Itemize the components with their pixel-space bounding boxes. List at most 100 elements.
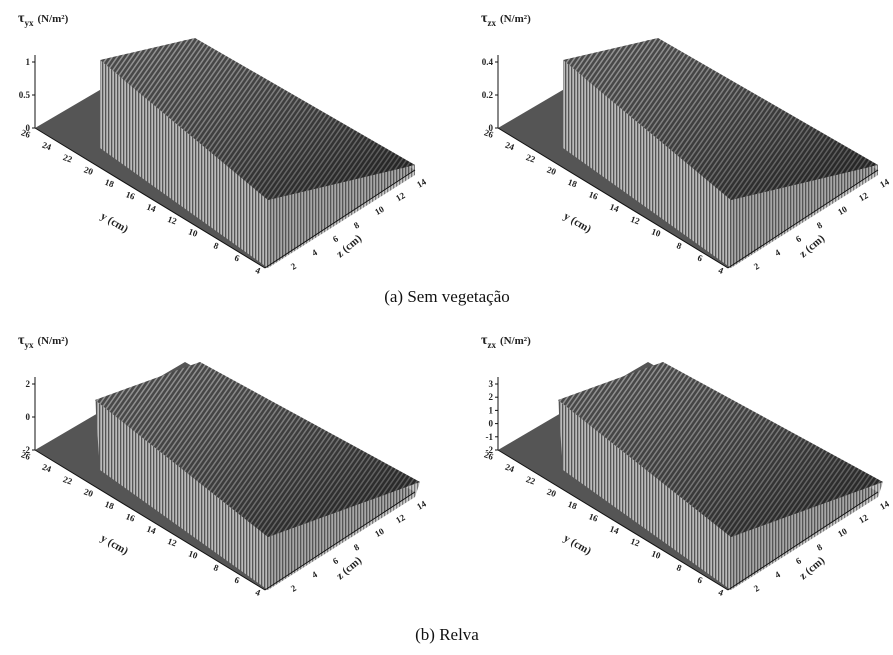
y-axis bbox=[497, 127, 729, 269]
y-tick-label: 4 bbox=[254, 265, 262, 276]
y-tick-label: 6 bbox=[696, 253, 704, 264]
z-tick-label: 2 bbox=[26, 379, 31, 389]
z-tick-label: 10 bbox=[373, 204, 386, 217]
z-tick-label: 12 bbox=[857, 190, 870, 203]
z-tick-label: 0 bbox=[489, 419, 494, 429]
y-tick-label: 4 bbox=[254, 587, 262, 598]
y-tick-label: 8 bbox=[212, 562, 220, 573]
z-tick-label: 14 bbox=[878, 498, 891, 511]
z-tick-label: 2 bbox=[752, 261, 761, 272]
z-tick-label: 0.5 bbox=[19, 90, 31, 100]
z-tick-label: 6 bbox=[331, 555, 340, 566]
z-tick-label: 8 bbox=[352, 220, 361, 231]
z-tick-label: 4 bbox=[310, 569, 319, 580]
y-tick-label: 12 bbox=[629, 536, 641, 549]
y-axis-label: y (cm) bbox=[562, 210, 594, 235]
y-tick-label: 22 bbox=[62, 474, 74, 487]
y-tick-label: 16 bbox=[124, 189, 136, 202]
y-tick-label: 20 bbox=[546, 164, 558, 177]
y-tick-label: 26 bbox=[20, 449, 32, 462]
y-tick-label: 12 bbox=[166, 214, 178, 227]
y-axis-label: y (cm) bbox=[99, 532, 131, 557]
z-tick-label: 0.4 bbox=[482, 57, 494, 67]
z-axis bbox=[727, 491, 879, 591]
z-axis-label: z (cm) bbox=[797, 554, 827, 582]
y-tick-label: 8 bbox=[212, 240, 220, 251]
z-tick-label: 12 bbox=[857, 512, 870, 525]
z-tick-label: 8 bbox=[815, 220, 824, 231]
y-tick-label: 14 bbox=[608, 524, 620, 537]
y-tick-label: 18 bbox=[103, 177, 115, 190]
z-tick-label: 14 bbox=[415, 176, 428, 189]
side-face bbox=[558, 400, 731, 590]
top-shading bbox=[95, 362, 420, 537]
y-tick-label: 6 bbox=[233, 575, 241, 586]
y-tick-label: 14 bbox=[608, 202, 620, 215]
y-axis bbox=[497, 449, 729, 591]
z-tick-label: 2 bbox=[289, 261, 298, 272]
y-tick-label: 24 bbox=[504, 462, 516, 475]
z-tick-label: 10 bbox=[836, 204, 849, 217]
axis-title: τyx (N/m²) bbox=[18, 11, 69, 28]
symbol: τ bbox=[481, 333, 488, 348]
z-tick-label: 6 bbox=[331, 233, 340, 244]
z-tick-label: 0.2 bbox=[482, 90, 494, 100]
side-face bbox=[95, 400, 268, 590]
y-tick-label: 4 bbox=[717, 265, 725, 276]
z-tick-label: 10 bbox=[836, 526, 849, 539]
unit: (N/m²) bbox=[500, 13, 531, 25]
z-axis-label: z (cm) bbox=[797, 232, 827, 260]
z-axis bbox=[727, 169, 879, 269]
unit: (N/m²) bbox=[500, 335, 531, 347]
y-tick-label: 16 bbox=[124, 511, 136, 524]
y-tick-label: 22 bbox=[525, 474, 537, 487]
y-tick-label: 26 bbox=[483, 127, 495, 140]
z-tick-label: 8 bbox=[352, 542, 361, 553]
z-tick-label: 12 bbox=[394, 512, 407, 525]
y-tick-label: 16 bbox=[587, 511, 599, 524]
top-shading bbox=[558, 362, 883, 537]
side-face bbox=[563, 60, 731, 268]
z-tick-label: 14 bbox=[415, 498, 428, 511]
y-tick-label: 24 bbox=[504, 140, 516, 153]
y-tick-label: 20 bbox=[83, 486, 95, 499]
y-tick-label: 10 bbox=[650, 548, 662, 561]
y-tick-label: 8 bbox=[675, 240, 683, 251]
y-tick-label: 24 bbox=[41, 462, 53, 475]
z-tick-label: -1 bbox=[486, 432, 494, 442]
z-tick-label: 2 bbox=[289, 583, 298, 594]
symbol: τ bbox=[18, 333, 25, 348]
z-axis bbox=[264, 169, 416, 269]
z-tick-label: 8 bbox=[815, 542, 824, 553]
z-tick-label: 0 bbox=[26, 123, 31, 133]
y-tick-label: 14 bbox=[145, 524, 157, 537]
z-tick-label: 14 bbox=[878, 176, 891, 189]
y-tick-label: 18 bbox=[566, 177, 578, 190]
symbol: τ bbox=[18, 11, 25, 26]
y-tick-label: 16 bbox=[587, 189, 599, 202]
caption: (a) Sem vegetação bbox=[384, 287, 510, 306]
y-tick-label: 20 bbox=[546, 486, 558, 499]
z-tick-label: 4 bbox=[773, 569, 782, 580]
subscript: yx bbox=[24, 340, 34, 350]
y-tick-label: 14 bbox=[145, 202, 157, 215]
z-axis-label: z (cm) bbox=[334, 232, 364, 260]
y-tick-label: 22 bbox=[525, 152, 537, 165]
y-tick-label: 20 bbox=[83, 164, 95, 177]
y-tick-label: 26 bbox=[20, 127, 32, 140]
z-tick-label: 0 bbox=[489, 123, 494, 133]
y-tick-label: 6 bbox=[233, 253, 241, 264]
subscript: zx bbox=[487, 340, 496, 350]
axis-title: τzx (N/m²) bbox=[481, 333, 531, 350]
z-tick-label: 4 bbox=[773, 247, 782, 258]
y-tick-label: 18 bbox=[566, 499, 578, 512]
y-tick-label: 12 bbox=[629, 214, 641, 227]
z-tick-label: -2 bbox=[23, 445, 31, 455]
z-tick-label: 2 bbox=[489, 392, 494, 402]
caption: (b) Relva bbox=[415, 625, 479, 644]
y-tick-label: 12 bbox=[166, 536, 178, 549]
